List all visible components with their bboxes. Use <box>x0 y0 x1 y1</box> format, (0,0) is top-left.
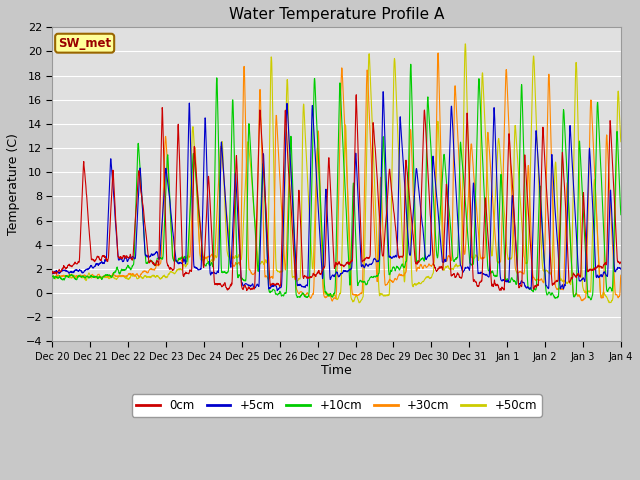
Text: SW_met: SW_met <box>58 36 111 50</box>
Y-axis label: Temperature (C): Temperature (C) <box>7 133 20 235</box>
Legend: 0cm, +5cm, +10cm, +30cm, +50cm: 0cm, +5cm, +10cm, +30cm, +50cm <box>132 394 541 417</box>
X-axis label: Time: Time <box>321 364 352 377</box>
Title: Water Temperature Profile A: Water Temperature Profile A <box>229 7 444 22</box>
